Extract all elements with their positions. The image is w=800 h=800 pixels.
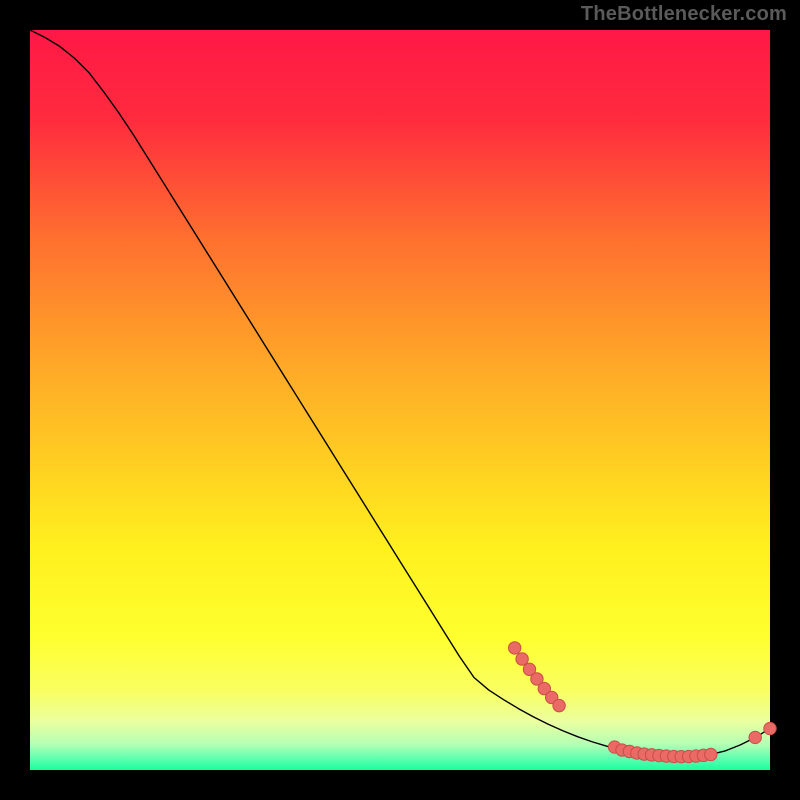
bottleneck-chart: [0, 0, 800, 800]
watermark-text: TheBottlenecker.com: [581, 3, 787, 26]
